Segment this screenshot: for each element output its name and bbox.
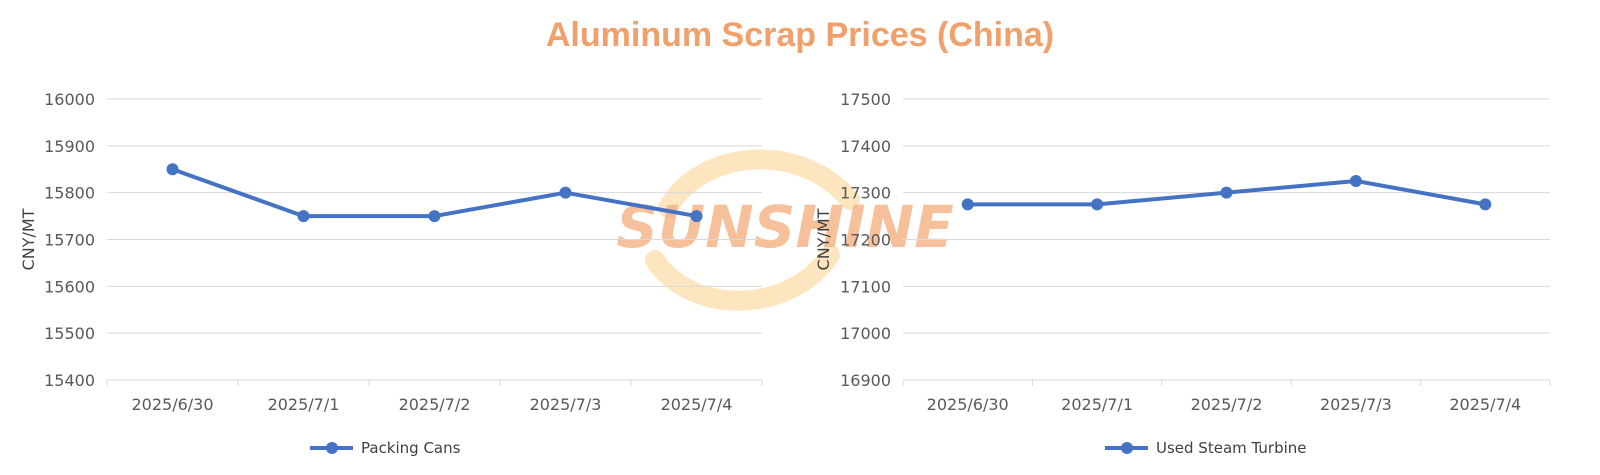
y-tick-label: 15700 bbox=[44, 231, 95, 250]
y-axis-label: CNY/MT bbox=[19, 208, 38, 270]
chart-packing-cans: 15400 15500 15600 15700 15800 15900 16000 2025/… bbox=[19, 90, 763, 457]
data-point bbox=[1220, 186, 1233, 199]
x-tick-label: 2025/7/4 bbox=[661, 395, 733, 414]
y-tick-label: 15400 bbox=[44, 371, 95, 390]
y-tick-label: 15600 bbox=[44, 277, 95, 296]
y-tick-label: 17100 bbox=[840, 277, 891, 296]
y-tick-label: 17000 bbox=[840, 324, 891, 343]
x-tick-label: 2025/7/4 bbox=[1449, 395, 1521, 414]
x-tick-label: 2025/6/30 bbox=[131, 395, 213, 414]
chart-used-steam-turbine: 16900 17000 17100 17200 17300 17400 17500 2025/… bbox=[814, 90, 1551, 457]
data-point bbox=[1091, 198, 1104, 211]
x-tick-label: 2025/6/30 bbox=[927, 395, 1009, 414]
legend: Packing Cans bbox=[310, 439, 461, 457]
data-point bbox=[428, 210, 441, 223]
watermark-text: SUNSHINE bbox=[616, 193, 953, 261]
y-axis-label: CNY/MT bbox=[814, 208, 833, 270]
data-point bbox=[559, 186, 572, 199]
y-tick-label: 16900 bbox=[840, 371, 891, 390]
legend-marker bbox=[326, 442, 338, 454]
legend-marker bbox=[1121, 442, 1133, 454]
x-tick-label: 2025/7/1 bbox=[268, 395, 340, 414]
y-tick-label: 15800 bbox=[44, 184, 95, 203]
data-point bbox=[961, 198, 974, 211]
legend: Used Steam Turbine bbox=[1105, 439, 1307, 457]
y-tick-label: 17300 bbox=[840, 184, 891, 203]
page-title: Aluminum Scrap Prices (China) bbox=[545, 16, 1055, 54]
legend-label: Packing Cans bbox=[361, 439, 461, 457]
sunshine-watermark-logo: SUNSHINE bbox=[616, 149, 954, 311]
y-tick-label: 17500 bbox=[840, 90, 891, 109]
y-tick-label: 15900 bbox=[44, 137, 95, 156]
y-tick-label: 15500 bbox=[44, 324, 95, 343]
data-point bbox=[1479, 198, 1492, 211]
data-point bbox=[1349, 174, 1362, 187]
data-point bbox=[690, 210, 703, 223]
x-tick-label: 2025/7/3 bbox=[1320, 395, 1392, 414]
data-point bbox=[297, 210, 310, 223]
x-tick-label: 2025/7/3 bbox=[530, 395, 602, 414]
data-point bbox=[166, 163, 179, 176]
watermark-ring-top bbox=[658, 149, 860, 218]
x-tick-label: 2025/7/2 bbox=[1191, 395, 1263, 414]
y-tick-label: 17200 bbox=[840, 231, 891, 250]
y-tick-label: 17400 bbox=[840, 137, 891, 156]
x-tick-label: 2025/7/2 bbox=[399, 395, 471, 414]
legend-label: Used Steam Turbine bbox=[1156, 439, 1307, 457]
y-tick-label: 16000 bbox=[44, 90, 95, 109]
x-tick-label: 2025/7/1 bbox=[1061, 395, 1133, 414]
watermark-ring-bottom bbox=[645, 245, 840, 311]
